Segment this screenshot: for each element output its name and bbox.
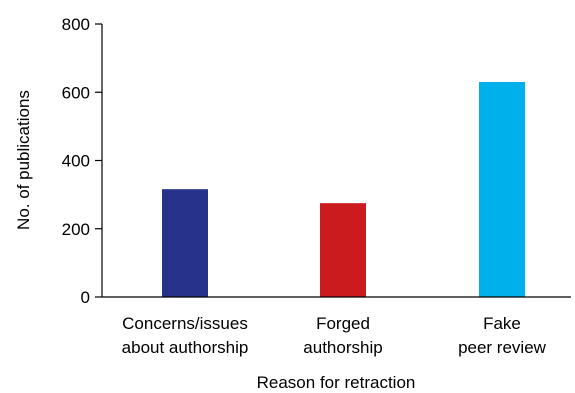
y-tick-label: 0: [81, 288, 90, 307]
x-axis-category-labels: Concerns/issues about authorship Forged aut…: [122, 314, 547, 357]
bars: [162, 82, 525, 297]
y-axis-title: No. of publications: [14, 90, 33, 230]
x-axis-title: Reason for retraction: [257, 373, 416, 392]
x-category-label: Concerns/issues about authorship: [122, 314, 249, 357]
bar: [479, 82, 525, 297]
y-tick-label: 800: [62, 15, 90, 34]
bar: [320, 203, 366, 297]
y-tick-label: 600: [62, 83, 90, 102]
x-category-label: Forged authorship: [303, 314, 382, 357]
x-category-label: Fake peer review: [458, 314, 547, 357]
y-tick-label: 400: [62, 152, 90, 171]
y-tick-label: 200: [62, 220, 90, 239]
bar: [162, 189, 208, 297]
y-axis-ticks: 0 200 400 600 800: [62, 15, 102, 307]
